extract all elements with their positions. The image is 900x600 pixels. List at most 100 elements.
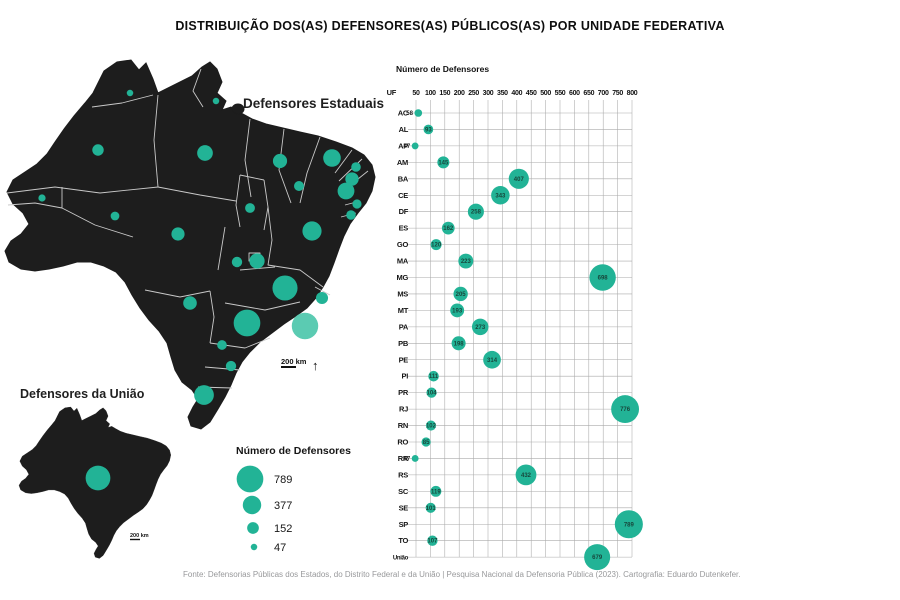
- union-bubble: [85, 465, 111, 491]
- row-label-RR: RR: [398, 454, 409, 463]
- main-map-label: Defensores Estaduais: [243, 96, 384, 111]
- legend-value-789: 789: [274, 474, 292, 486]
- row-label-DF: DF: [399, 207, 409, 216]
- value-label-AL: 93: [425, 127, 432, 133]
- map-bubble-TO: [245, 203, 255, 213]
- value-label-DF: 258: [471, 210, 482, 216]
- x-tick: 400: [511, 90, 522, 97]
- value-label-RN: 102: [426, 424, 437, 430]
- row-label-MT: MT: [398, 306, 409, 315]
- row-label-SP: SP: [399, 520, 409, 529]
- chart-bubble-PR: [426, 387, 437, 398]
- legend-items: 789 377 152 47: [236, 465, 292, 554]
- value-label-RS: 432: [521, 473, 532, 479]
- chart-bubble-TO: [427, 535, 438, 546]
- value-label-União: 679: [592, 555, 603, 561]
- chart-axis-labels: UF 50 100 150 200 250 300 350 400 450 500 550 600 650…: [387, 88, 639, 562]
- map-bubble-MT: [171, 227, 185, 241]
- map-bubble-SP: [233, 309, 261, 337]
- value-label-SE: 101: [426, 506, 437, 512]
- source-caption: Fonte: Defensorias Públicas dos Estados,…: [183, 570, 741, 579]
- map-bubble-MS: [183, 296, 197, 310]
- scale-bar: 200 km ↑: [281, 357, 319, 373]
- chart-bubble-SE: [425, 502, 436, 513]
- legend-circle-152: [247, 522, 259, 534]
- chart-bubble-PB: [451, 336, 466, 351]
- x-tick: 450: [526, 90, 537, 97]
- x-tick: 500: [540, 90, 551, 97]
- legend-value-47: 47: [274, 542, 286, 554]
- x-tick: 800: [627, 90, 638, 97]
- chart-grid: [408, 100, 633, 558]
- map-bubble-RJ: [291, 312, 319, 340]
- row-label-União: União: [393, 556, 409, 562]
- chart-bubble-RJ: [611, 395, 640, 424]
- chart-bubble-AL: [423, 124, 434, 135]
- legend-circle-47: [250, 543, 258, 551]
- row-label-RN: RN: [398, 421, 408, 430]
- state-borders: [6, 68, 369, 389]
- map-bubble-BA: [302, 221, 322, 241]
- row-label-SE: SE: [399, 503, 409, 512]
- chart-bubble-MS: [453, 286, 468, 302]
- value-label-TO: 107: [427, 539, 438, 545]
- chart-bubble-SP: [614, 510, 643, 539]
- brazil-map-shape: [4, 59, 376, 430]
- chart-bubble-RO: [421, 437, 431, 447]
- x-tick: 700: [598, 90, 609, 97]
- chart-bubble-SC: [430, 485, 442, 497]
- value-label-CE: 343: [495, 193, 506, 199]
- marajo-island-shape: [231, 103, 245, 115]
- value-label-PE: 314: [487, 358, 498, 364]
- x-tick: 300: [483, 90, 494, 97]
- chart-bubble-RN: [425, 420, 437, 431]
- row-label-ES: ES: [399, 224, 409, 233]
- union-scale-label: 200 km: [130, 533, 149, 539]
- chart-bubble-GO: [430, 239, 442, 251]
- map-bubble-RO: [110, 211, 120, 221]
- state-bubbles: [38, 89, 362, 405]
- row-label-TO: TO: [398, 536, 408, 545]
- row-label-RJ: RJ: [399, 405, 408, 414]
- main-map: Defensores Estaduais 200 km ↑: [4, 59, 384, 430]
- chart-bubble-CE: [491, 185, 510, 205]
- row-label-AC: AC: [398, 109, 409, 118]
- map-bubble-DF: [249, 253, 265, 269]
- bubble-chart: Número de Defensores UF 50 100 150 200 250 300…: [387, 64, 643, 571]
- map-bubble-PI: [293, 180, 305, 192]
- map-bubble-ES: [315, 291, 329, 305]
- map-bubble-AP: [212, 97, 220, 105]
- map-bubble-CE: [323, 149, 341, 167]
- chart-title: Número de Defensores: [396, 64, 489, 74]
- row-label-RS: RS: [398, 470, 408, 479]
- value-label-BA: 407: [514, 177, 525, 183]
- row-label-RO: RO: [397, 438, 408, 447]
- scale-bar-label: 200 km: [281, 357, 307, 366]
- chart-bubble-BA: [508, 168, 529, 189]
- chart-bubble-AP: [411, 142, 419, 150]
- value-label-PA: 273: [475, 325, 486, 331]
- row-label-BA: BA: [398, 174, 409, 183]
- map-bubble-AL: [352, 199, 362, 209]
- chart-bubble-AM: [437, 156, 450, 169]
- union-map-label: Defensores da União: [20, 387, 145, 401]
- row-label-MA: MA: [397, 257, 409, 266]
- value-label-MG: 698: [598, 276, 609, 282]
- value-label-PB: 198: [454, 341, 465, 347]
- legend-value-377: 377: [274, 500, 292, 512]
- map-bubble-RN: [351, 162, 361, 172]
- chart-bubble-PE: [483, 350, 501, 369]
- chart-bubble-PI: [428, 370, 439, 382]
- row-label-PR: PR: [398, 388, 409, 397]
- uf-header: UF: [387, 88, 397, 97]
- x-tick: 750: [612, 90, 623, 97]
- value-label-RO: 85: [423, 440, 430, 446]
- x-tick: 600: [569, 90, 580, 97]
- x-tick: 150: [439, 90, 450, 97]
- x-tick: 650: [583, 90, 594, 97]
- value-label-RR: 47: [404, 456, 411, 462]
- legend-circle-789: [236, 465, 264, 493]
- row-label-AM: AM: [397, 158, 408, 167]
- row-label-PB: PB: [398, 339, 409, 348]
- map-bubble-PE: [337, 182, 355, 200]
